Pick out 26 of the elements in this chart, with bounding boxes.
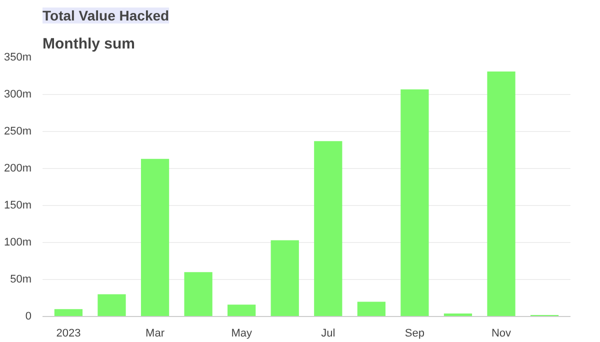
y-tick-label: 150m [4, 200, 32, 212]
x-tick-label: May [231, 328, 252, 340]
y-tick-label: 0 [25, 310, 32, 322]
text: Total Value Hacked [42, 8, 170, 24]
bar [314, 141, 342, 316]
x-tick-label: Mar [146, 328, 165, 340]
y-tick-label: 250m [4, 126, 32, 138]
bar [228, 304, 256, 316]
bar [54, 309, 83, 316]
y-tick-label: 350m [4, 52, 32, 64]
x-tick-label: Sep [404, 328, 424, 340]
x-tick-label: 2023 [56, 328, 81, 340]
y-tick-label: 200m [4, 162, 32, 174]
y-tick-label: 50m [10, 274, 32, 286]
bar [400, 89, 429, 316]
bar [184, 272, 212, 316]
bar [487, 72, 516, 316]
bar [357, 302, 386, 316]
y-tick-label: 100m [4, 236, 32, 248]
chart-title: Monthly sum [42, 36, 135, 52]
x-tick-label: Jul [321, 328, 336, 340]
bar [270, 240, 299, 316]
x-tick-label: Nov [491, 328, 512, 340]
y-tick-label: 300m [4, 88, 32, 100]
bar [98, 294, 126, 316]
bar [140, 158, 170, 316]
